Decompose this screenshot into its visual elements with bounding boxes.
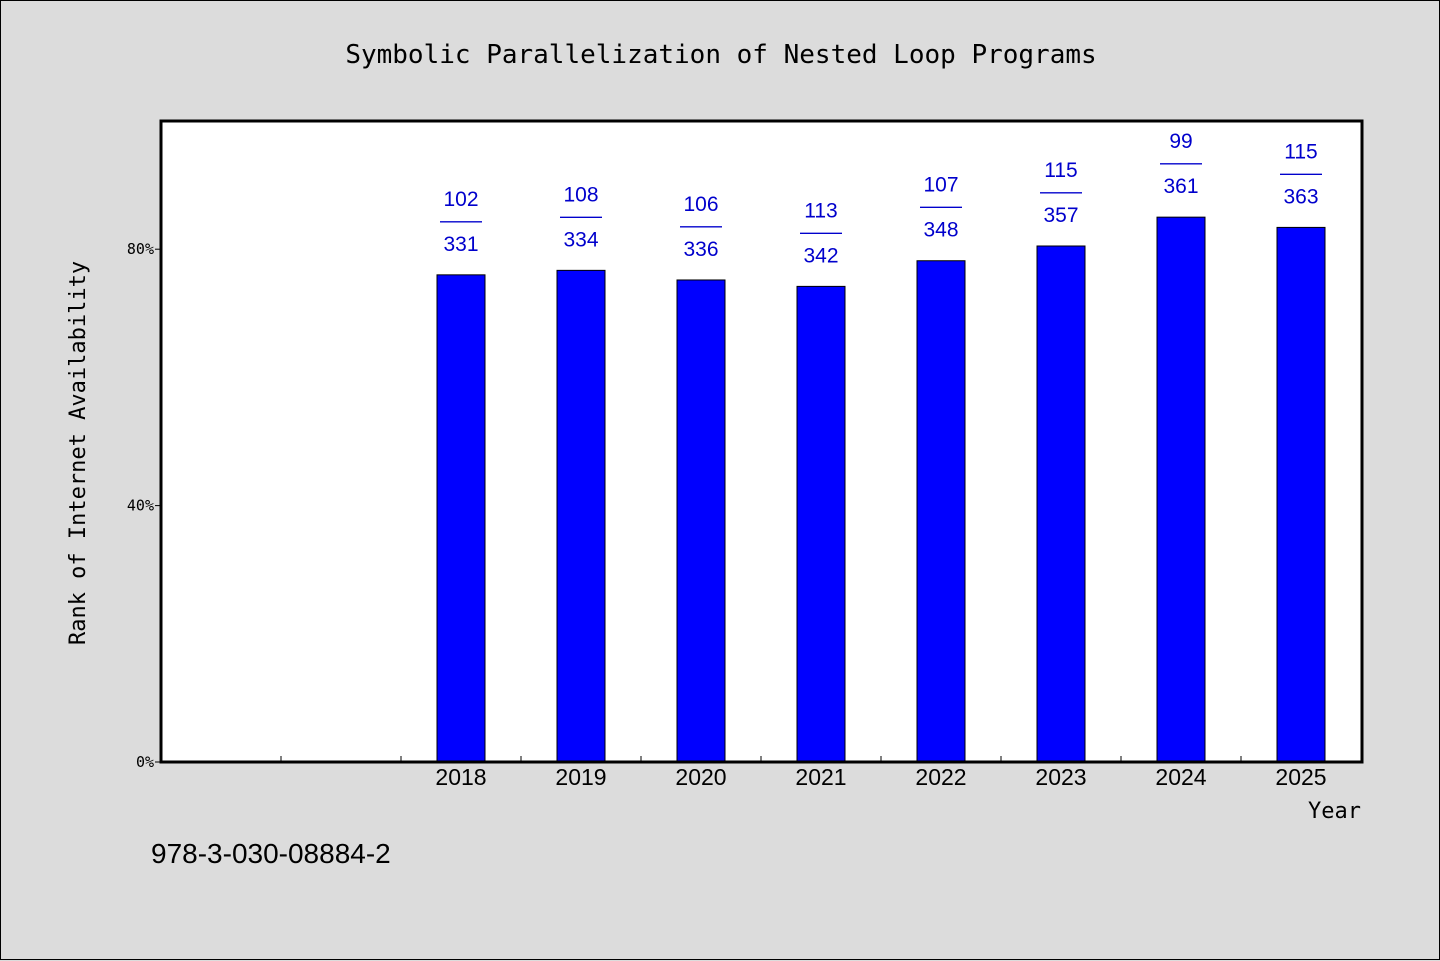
- x-tick-label: 2022: [915, 764, 966, 790]
- x-axis-label: Year: [1308, 799, 1361, 824]
- x-tick-label: 2025: [1275, 764, 1326, 790]
- x-axis-ticks: 2018 2019 2020 2021 2022 2023 2024 2025: [280, 756, 1327, 790]
- data-label-bottom: 334: [563, 228, 598, 251]
- data-label-separator: ——: [680, 214, 722, 237]
- x-tick-label: 2024: [1155, 764, 1206, 790]
- x-tick-label: 2018: [435, 764, 486, 790]
- data-label-top: 106: [683, 193, 718, 216]
- x-tick-label: 2020: [675, 764, 726, 790]
- data-label-top: 107: [923, 174, 958, 197]
- data-label-top: 115: [1284, 140, 1317, 163]
- data-label-separator: ——: [560, 204, 602, 227]
- data-label-top: 102: [443, 188, 478, 211]
- data-label-separator: ——: [440, 209, 482, 232]
- data-label-top: 99: [1169, 130, 1192, 153]
- data-labels-group: 102——331108——334106——336113——342107——348…: [440, 130, 1322, 267]
- y-tick-label: 80%: [127, 240, 154, 258]
- x-tick-label: 2021: [795, 764, 846, 790]
- data-label-separator: ——: [920, 195, 962, 218]
- data-label-top: 113: [804, 199, 837, 222]
- isbn-note: 978-3-030-08884-2: [151, 838, 391, 869]
- bar-2018: [436, 274, 486, 763]
- data-label-top: 115: [1044, 159, 1077, 182]
- y-tick-label: 0%: [136, 753, 154, 771]
- bar-2023: [1036, 245, 1086, 763]
- data-label-bottom: 348: [923, 219, 958, 242]
- data-label-separator: ——: [1160, 151, 1202, 174]
- data-label-bottom: 361: [1163, 175, 1198, 198]
- data-label-bottom: 342: [803, 244, 838, 267]
- bars-group: [436, 216, 1326, 763]
- bar-2020: [676, 279, 726, 763]
- data-label-bottom: 336: [683, 238, 718, 261]
- y-axis-label: Rank of Internet Availability: [66, 261, 91, 645]
- data-label-separator: ——: [1040, 180, 1082, 203]
- data-label-bottom: 363: [1283, 185, 1318, 208]
- bar-2024: [1156, 216, 1206, 763]
- data-label-bottom: 331: [443, 233, 478, 256]
- chart-title: Symbolic Parallelization of Nested Loop …: [345, 40, 1096, 70]
- bar-2025: [1276, 226, 1326, 763]
- data-label-separator: ——: [800, 220, 842, 243]
- data-label-separator: ——: [1280, 161, 1322, 184]
- x-tick-label: 2019: [555, 764, 606, 790]
- y-axis-ticks: 0% 40% 80%: [127, 240, 161, 771]
- data-label-bottom: 357: [1043, 204, 1078, 227]
- data-label-top: 108: [563, 183, 598, 206]
- y-tick-label: 40%: [127, 497, 154, 515]
- bar-2022: [916, 260, 966, 763]
- bar-2019: [556, 269, 606, 763]
- x-tick-label: 2023: [1035, 764, 1086, 790]
- bar-2021: [796, 285, 846, 763]
